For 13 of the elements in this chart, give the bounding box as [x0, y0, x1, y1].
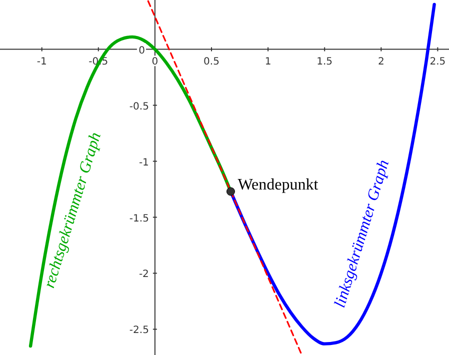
y-tick-label: -1.5: [129, 213, 149, 224]
y-tick-label: -2: [138, 269, 149, 280]
y-tick-label: 0: [138, 45, 145, 56]
annotation: Wendepunkt: [238, 176, 319, 194]
x-tick-label: 1: [264, 56, 272, 68]
x-tick-label: 1.5: [316, 56, 333, 68]
x-tick-label: 2: [378, 56, 384, 68]
y-tick-label: -0.5: [129, 101, 149, 112]
x-tick-label: 0.5: [204, 56, 220, 68]
x-tick-label: 2.5: [430, 56, 446, 68]
y-tick-label: -2.5: [129, 325, 149, 336]
y-tick-label: -1: [138, 157, 149, 168]
x-tick-label: -1: [36, 56, 47, 68]
